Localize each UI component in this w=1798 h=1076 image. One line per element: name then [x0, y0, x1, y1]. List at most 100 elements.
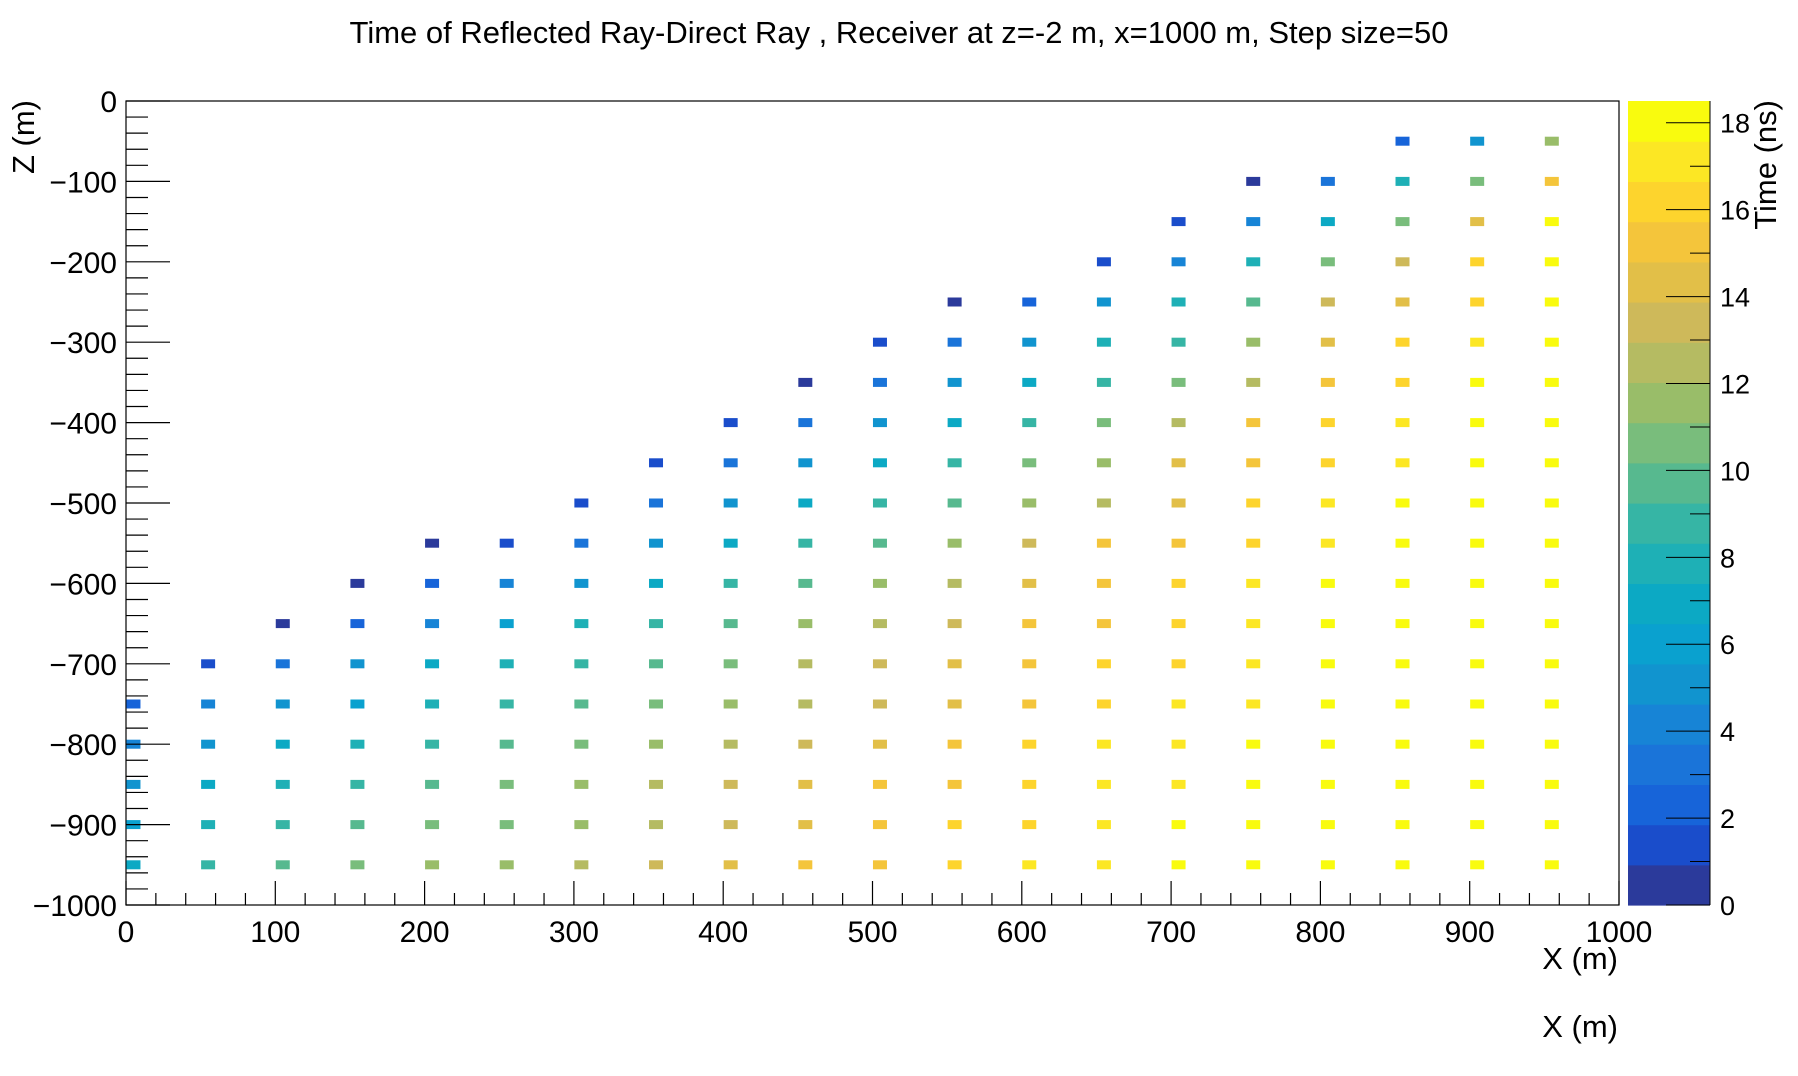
heatmap-cell [1320, 337, 1335, 347]
heatmap-cell [1171, 377, 1186, 387]
y-tick-label: −200 [49, 247, 117, 280]
heatmap-cell [798, 377, 813, 387]
heatmap-cell [947, 820, 962, 830]
x-axis-label-secondary: X (m) [1542, 1009, 1618, 1044]
heatmap-cell [798, 820, 813, 830]
y-tick-label: −600 [49, 568, 117, 601]
heatmap-cell [1096, 498, 1111, 508]
heatmap-cell [1395, 297, 1410, 307]
heatmap-cell [1544, 659, 1559, 669]
heatmap-cell [1470, 377, 1485, 387]
heatmap-cell [872, 377, 887, 387]
heatmap-cell [1544, 217, 1559, 227]
heatmap-cell [1544, 779, 1559, 789]
color-scale-tick-label: 0 [1720, 891, 1735, 921]
heatmap-cell [1470, 418, 1485, 428]
x-tick-label: 400 [698, 916, 748, 949]
x-tick-label: 800 [1295, 916, 1345, 949]
heatmap-cell [1171, 217, 1186, 227]
color-scale-tick-label: 2 [1720, 804, 1735, 834]
heatmap-cell [1022, 538, 1037, 548]
color-scale-tick-label: 16 [1720, 196, 1750, 226]
heatmap-cell [350, 659, 365, 669]
heatmap-cell [1246, 297, 1261, 307]
heatmap-cell [350, 619, 365, 629]
x-tick-label: 1000 [1586, 916, 1653, 949]
heatmap-cell [947, 860, 962, 870]
heatmap-cell [1022, 659, 1037, 669]
color-scale-band [1628, 221, 1710, 263]
x-tick-label: 700 [1146, 916, 1196, 949]
heatmap-cell [947, 659, 962, 669]
heatmap-cell [1395, 578, 1410, 588]
heatmap-cell [1171, 779, 1186, 789]
heatmap-cell [1096, 337, 1111, 347]
heatmap-cell [1096, 739, 1111, 749]
heatmap-cell [872, 337, 887, 347]
heatmap-cell [1246, 860, 1261, 870]
heatmap-cell [1171, 739, 1186, 749]
heatmap-cell [1246, 217, 1261, 227]
heatmap-cell [1171, 538, 1186, 548]
heatmap-cell [872, 538, 887, 548]
color-scale-tick-label: 14 [1720, 283, 1750, 313]
heatmap-cell [1395, 257, 1410, 267]
heatmap-cell [947, 619, 962, 629]
heatmap-cell [1096, 860, 1111, 870]
heatmap-cell [1320, 619, 1335, 629]
heatmap-cell [1320, 538, 1335, 548]
heatmap-cell [1246, 820, 1261, 830]
heatmap-cell [872, 418, 887, 428]
heatmap-cell [1096, 538, 1111, 548]
heatmap-cell [872, 659, 887, 669]
heatmap-cell [723, 578, 738, 588]
heatmap-cell [649, 659, 664, 669]
heatmap-cell [947, 538, 962, 548]
heatmap-cell [1022, 337, 1037, 347]
heatmap-cell [798, 458, 813, 468]
heatmap-cell [275, 739, 290, 749]
heatmap-cell [1544, 619, 1559, 629]
heatmap-cell [649, 498, 664, 508]
plot-frame [125, 100, 1620, 906]
heatmap-cell [425, 659, 440, 669]
heatmap-cell [1395, 337, 1410, 347]
heatmap-cell [872, 498, 887, 508]
heatmap-cell [350, 578, 365, 588]
heatmap-cell [1246, 739, 1261, 749]
heatmap-cell [1022, 418, 1037, 428]
heatmap-cell [1096, 659, 1111, 669]
color-scale-tick-label: 8 [1720, 543, 1735, 573]
color-scale-band [1628, 181, 1710, 223]
heatmap-cell [649, 619, 664, 629]
heatmap-cell [275, 619, 290, 629]
heatmap-cell [1470, 498, 1485, 508]
heatmap-cell [126, 779, 141, 789]
heatmap-cell [723, 498, 738, 508]
color-scale-band [1628, 543, 1710, 584]
heatmap-cell [574, 820, 589, 830]
heatmap-cells [126, 136, 1559, 870]
heatmap-cell [1320, 418, 1335, 428]
heatmap-cell [574, 538, 589, 548]
heatmap-cell [723, 860, 738, 870]
color-scale-band [1628, 302, 1710, 343]
heatmap-cell [1022, 458, 1037, 468]
heatmap-cell [723, 659, 738, 669]
plot-area [125, 100, 1620, 906]
heatmap-cell [1246, 257, 1261, 267]
color-scale-band [1628, 784, 1710, 826]
heatmap-cell [1022, 860, 1037, 870]
heatmap-cell [1544, 377, 1559, 387]
heatmap-cell [1470, 578, 1485, 588]
heatmap-cell [1395, 418, 1410, 428]
heatmap-cell [350, 860, 365, 870]
heatmap-cell [1246, 659, 1261, 669]
heatmap-cell [499, 699, 514, 709]
heatmap-cell [1171, 578, 1186, 588]
heatmap-cell [1096, 377, 1111, 387]
heatmap-cell [1320, 578, 1335, 588]
heatmap-cell [1171, 498, 1186, 508]
heatmap-cell [1470, 739, 1485, 749]
heatmap-cell [649, 699, 664, 709]
